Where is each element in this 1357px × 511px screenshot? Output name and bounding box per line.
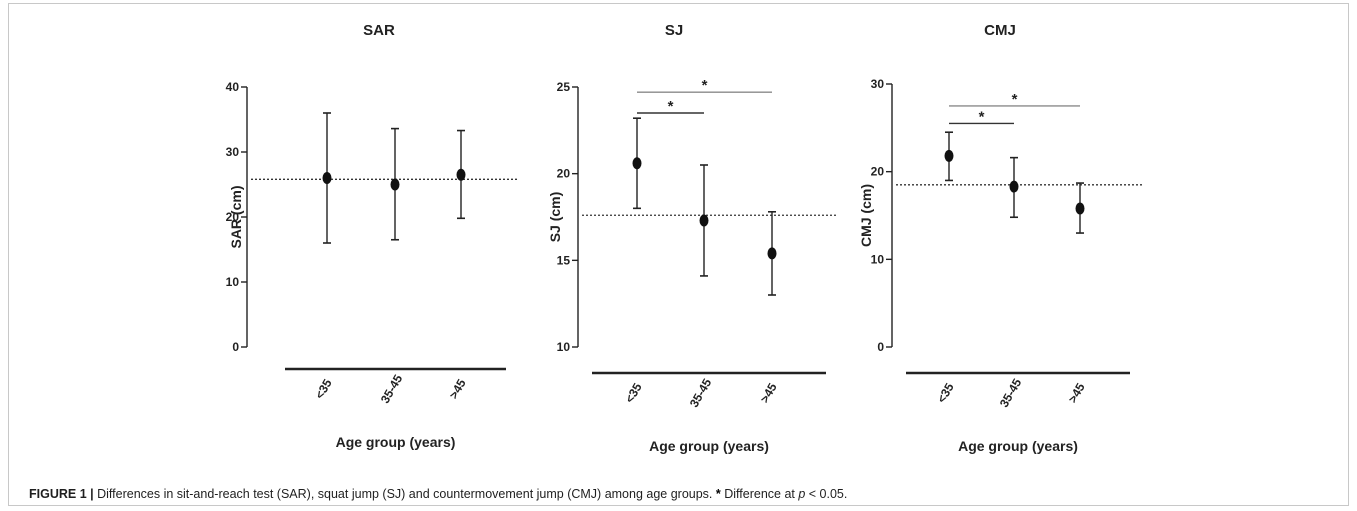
- figure-panels: SAR 0 10 20 30 40 SAR (cm) <35 35-45 >45 Age group…: [226, 22, 1142, 454]
- chart-title: CMJ: [984, 22, 1016, 39]
- x-tick-label: 35-45: [378, 372, 406, 406]
- x-tick-label: 35-45: [997, 376, 1025, 410]
- caption-sig-before: Difference at: [720, 487, 799, 501]
- y-tick-label: 20: [871, 165, 885, 179]
- significance-star: *: [702, 77, 708, 94]
- x-tick-label: >45: [446, 376, 468, 401]
- y-tick-label: 10: [226, 275, 240, 289]
- x-axis-label: Age group (years): [958, 438, 1078, 454]
- x-tick-label: <35: [934, 380, 956, 405]
- caption-text: Differences in sit-and-reach test (SAR),…: [93, 487, 716, 501]
- y-tick-label: 0: [877, 340, 884, 354]
- chart-panel-2: SJ 10 15 20 25 SJ (cm) <35 35-45 >45 Age group (y…: [547, 22, 838, 454]
- y-tick-label: 30: [871, 77, 885, 91]
- significance-star: *: [979, 108, 985, 125]
- mean-point: [390, 178, 400, 191]
- mean-point: [1075, 202, 1085, 215]
- chart-panel-1: SAR 0 10 20 30 40 SAR (cm) <35 35-45 >45 Age group…: [226, 22, 518, 450]
- chart-title: SJ: [665, 22, 683, 39]
- y-tick-label: 10: [557, 340, 571, 354]
- y-tick-label: 20: [557, 167, 571, 181]
- mean-point: [767, 247, 777, 260]
- caption-label: FIGURE 1 |: [29, 487, 94, 501]
- x-tick-label: >45: [757, 380, 779, 405]
- y-tick-label: 20: [226, 210, 240, 224]
- x-tick-label: <35: [312, 376, 334, 401]
- y-tick-label: 30: [226, 145, 240, 159]
- y-tick-label: 15: [557, 253, 571, 267]
- chart-title: SAR: [363, 22, 395, 39]
- mean-point: [632, 157, 642, 170]
- figure-frame: SAR 0 10 20 30 40 SAR (cm) <35 35-45 >45 Age group…: [8, 3, 1349, 506]
- caption-sig-symbol: *: [715, 487, 721, 501]
- significance-star: *: [1012, 91, 1018, 108]
- x-tick-label: 35-45: [687, 376, 715, 410]
- x-tick-label: >45: [1065, 380, 1087, 405]
- x-axis-label: Age group (years): [336, 434, 456, 450]
- caption-sig-after: < 0.05.: [805, 487, 848, 501]
- mean-point: [1009, 180, 1019, 193]
- x-tick-label: <35: [622, 380, 644, 405]
- caption-p-symbol: p: [798, 487, 806, 501]
- mean-point: [699, 214, 709, 227]
- mean-point: [456, 168, 466, 181]
- y-tick-label: 25: [557, 80, 571, 94]
- y-axis-label: CMJ (cm): [858, 184, 874, 247]
- y-axis-label: SAR (cm): [228, 185, 244, 248]
- mean-point: [322, 172, 332, 184]
- significance-star: *: [668, 98, 674, 115]
- y-tick-label: 40: [226, 80, 240, 94]
- y-axis-label: SJ (cm): [547, 192, 563, 243]
- x-axis-label: Age group (years): [649, 438, 769, 454]
- y-tick-label: 0: [232, 340, 239, 354]
- chart-panel-3: CMJ 0 10 20 30 CMJ (cm) <35 35-45 >45 Age group (…: [858, 22, 1142, 454]
- figure-caption: FIGURE 1 | Differences in sit-and-reach …: [29, 487, 1349, 501]
- y-tick-label: 10: [871, 252, 885, 266]
- mean-point: [944, 149, 954, 162]
